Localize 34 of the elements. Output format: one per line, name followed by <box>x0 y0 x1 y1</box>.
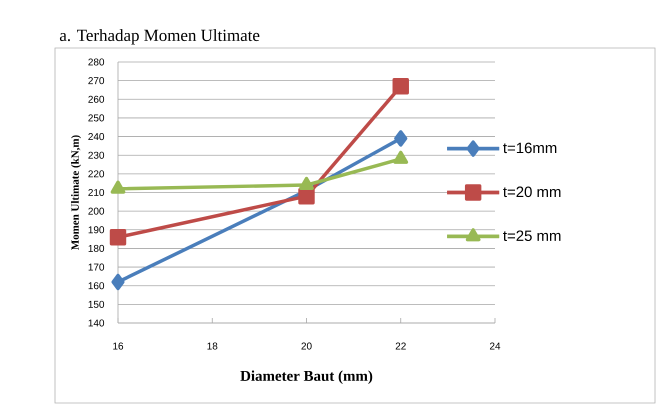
point <box>298 188 315 204</box>
y-tick-label: 240 <box>88 133 104 140</box>
legend-label: t=16mm <box>503 142 556 154</box>
x-tick-label: 16 <box>113 342 124 350</box>
x-tick-label: 20 <box>301 342 312 350</box>
legend-label: t=20 mm <box>503 186 560 198</box>
y-tick-label: 150 <box>88 300 104 308</box>
point <box>393 150 408 164</box>
y-tick-label: 210 <box>88 188 104 196</box>
point <box>394 130 408 147</box>
point <box>111 274 125 290</box>
legend-label: t=25 mm <box>503 230 560 242</box>
x-tick-label: 18 <box>207 342 218 350</box>
y-axis-title: Momen Ultimate (kN,m) <box>71 135 82 250</box>
point <box>299 176 314 190</box>
point <box>392 78 409 94</box>
y-tick-label: 270 <box>88 77 104 84</box>
y-tick-label: 260 <box>88 96 104 103</box>
y-tick-label: 250 <box>88 114 104 122</box>
x-axis-title: Diameter Baut (mm) <box>240 370 372 384</box>
y-tick-label: 280 <box>88 58 104 66</box>
point <box>110 180 126 194</box>
chart-title: a. Terhadap Momen Ultimate <box>60 29 260 45</box>
y-tick-label: 200 <box>88 208 104 215</box>
y-tick-label: 190 <box>88 226 104 234</box>
x-tick-label: 24 <box>490 342 500 350</box>
y-tick-label: 220 <box>88 170 104 178</box>
x-tick-label: 22 <box>396 342 406 350</box>
y-tick-label: 160 <box>88 282 104 290</box>
point <box>110 229 126 246</box>
y-tick-label: 180 <box>88 244 104 252</box>
y-tick-label: 230 <box>88 152 104 159</box>
y-tick-label: 170 <box>88 264 104 271</box>
y-tick-label: 140 <box>88 319 104 327</box>
